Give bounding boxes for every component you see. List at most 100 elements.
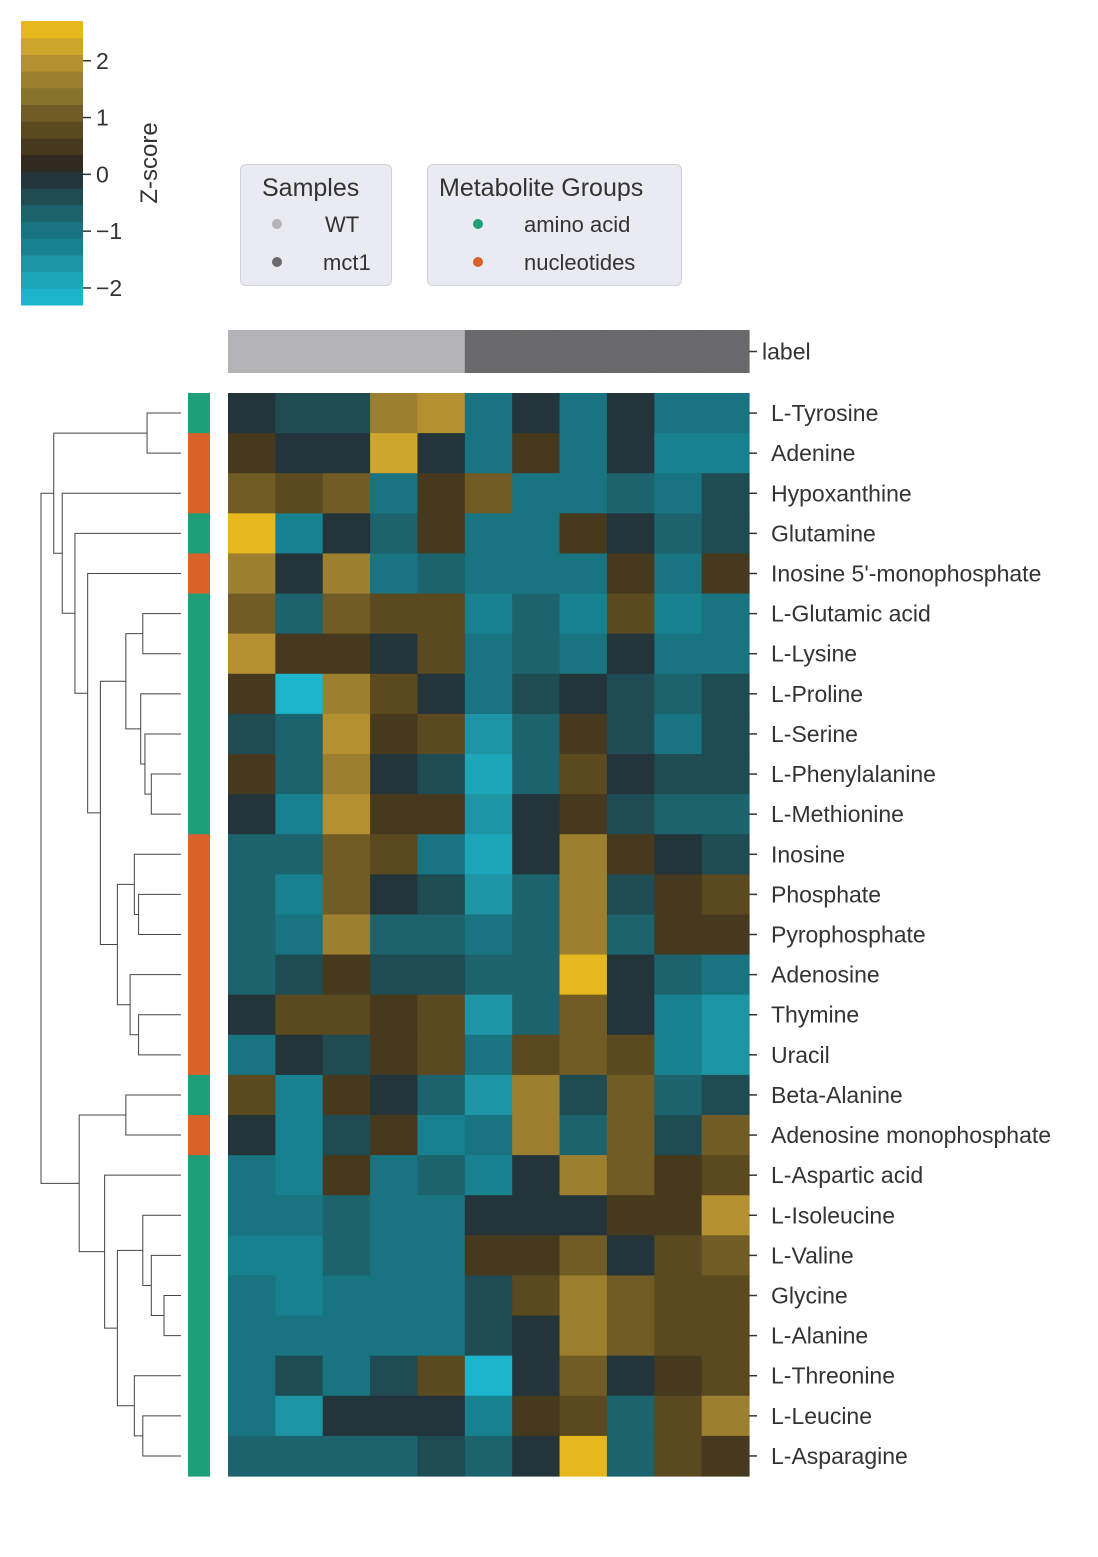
heatmap-cell xyxy=(701,794,750,835)
heatmap-cell xyxy=(512,593,561,635)
heatmap-cell xyxy=(417,1435,466,1477)
heatmap-cell xyxy=(654,593,703,635)
legend-label-wt: WT xyxy=(325,212,360,237)
heatmap-cell xyxy=(512,874,561,916)
heatmap-cell xyxy=(559,994,608,1036)
heatmap-cell xyxy=(654,794,703,835)
heatmap-cell xyxy=(322,593,371,635)
heatmap-cell xyxy=(512,1315,561,1357)
heatmap-cell xyxy=(464,513,513,555)
heatmap-cell xyxy=(559,673,608,715)
heatmap-cell xyxy=(464,1395,513,1437)
heatmap-cell xyxy=(417,593,466,635)
heatmap-cell xyxy=(701,1315,750,1357)
sample-bar-cell xyxy=(559,330,608,373)
heatmap-cell xyxy=(654,393,703,434)
legend-marker-amino-acid xyxy=(473,219,483,229)
heatmap-cell xyxy=(512,633,561,675)
heatmap-cell xyxy=(606,954,655,996)
dendrogram-link xyxy=(133,853,181,915)
heatmap-cell xyxy=(322,874,371,916)
heatmap-cell xyxy=(322,1034,371,1076)
heatmap-cell xyxy=(464,633,513,675)
colorbar-swatch-8 xyxy=(21,154,83,172)
heatmap-cell xyxy=(322,713,371,755)
heatmap-cell xyxy=(701,513,750,555)
heatmap-cell xyxy=(701,1435,750,1477)
colorbar-tick-label: −1 xyxy=(96,218,122,244)
heatmap-cell xyxy=(464,1115,513,1156)
heatmap-cell xyxy=(606,794,655,835)
heatmap-cell xyxy=(275,1275,324,1317)
heatmap-cell xyxy=(275,914,324,956)
heatmap-cell xyxy=(275,1315,324,1357)
heatmap-cell xyxy=(559,954,608,996)
heatmap-cell xyxy=(701,1074,750,1116)
row-label-l-serine: L-Serine xyxy=(771,721,858,747)
heatmap-cell xyxy=(606,473,655,514)
colorbar-swatch-10 xyxy=(21,121,83,139)
heatmap-cell xyxy=(701,914,750,956)
heatmap-cell xyxy=(370,954,419,996)
row-group-cell xyxy=(188,1034,210,1076)
heatmap-cell xyxy=(228,1275,276,1317)
heatmap-cell xyxy=(701,1115,750,1156)
heatmap-cell xyxy=(606,1074,655,1116)
heatmap-cell xyxy=(512,433,561,474)
heatmap-cell xyxy=(370,1315,419,1357)
heatmap-cell xyxy=(512,1235,561,1277)
heatmap-cell xyxy=(370,553,419,595)
heatmap-cell xyxy=(606,1155,655,1196)
heatmap-cell xyxy=(228,1395,276,1437)
heatmap-cell xyxy=(275,673,324,715)
heatmap-cell xyxy=(322,1074,371,1116)
heatmap-cell xyxy=(228,633,276,675)
heatmap-cell xyxy=(228,433,276,474)
heatmap-cell xyxy=(370,1395,419,1437)
row-label-l-methionine: L-Methionine xyxy=(771,801,904,827)
heatmap-cell xyxy=(228,1315,276,1357)
heatmap-cell xyxy=(559,713,608,755)
heatmap-cell xyxy=(464,1435,513,1477)
heatmap-cell xyxy=(701,673,750,715)
row-label-adenine: Adenine xyxy=(771,440,855,466)
heatmap-cell xyxy=(464,914,513,956)
heatmap-cell xyxy=(417,633,466,675)
legend-marker-wt xyxy=(272,219,282,229)
heatmap-cell xyxy=(559,393,608,434)
heatmap-cell xyxy=(701,954,750,996)
colorbar-swatch-14 xyxy=(21,54,83,72)
heatmap-cell xyxy=(275,633,324,675)
heatmap-cell xyxy=(512,553,561,595)
heatmap-cell xyxy=(701,553,750,595)
heatmap-cell xyxy=(370,393,419,434)
colorbar-swatch-1 xyxy=(21,271,83,289)
heatmap-cell xyxy=(228,593,276,635)
heatmap-cell xyxy=(370,834,419,875)
heatmap-cell xyxy=(654,874,703,916)
heatmap-cell xyxy=(512,673,561,715)
heatmap-cell xyxy=(464,1074,513,1116)
heatmap-cell xyxy=(370,513,419,555)
heatmap-cell xyxy=(275,1155,324,1196)
heatmap-cell xyxy=(559,1074,608,1116)
heatmap-cell xyxy=(228,834,276,875)
row-group-cell xyxy=(188,1235,210,1277)
heatmap-cell xyxy=(275,1195,324,1236)
heatmap-cell xyxy=(701,754,750,795)
row-label-l-leucine: L-Leucine xyxy=(771,1403,872,1429)
colorbar-swatch-7 xyxy=(21,171,83,189)
heatmap-cell xyxy=(275,393,324,434)
heatmap-cell xyxy=(606,513,655,555)
heatmap-cell xyxy=(606,673,655,715)
sample-bar-cell xyxy=(275,330,324,373)
heatmap-cell xyxy=(559,914,608,956)
heatmap-cell xyxy=(275,794,324,835)
colorbar-tick-label: −2 xyxy=(96,275,122,301)
sample-bar-cell xyxy=(654,330,703,373)
legend-marker-nucleotides xyxy=(473,257,483,267)
heatmap-cell xyxy=(464,713,513,755)
heatmap-cell xyxy=(370,633,419,675)
heatmap-cell xyxy=(701,1395,750,1437)
heatmap-grid xyxy=(228,393,750,1477)
